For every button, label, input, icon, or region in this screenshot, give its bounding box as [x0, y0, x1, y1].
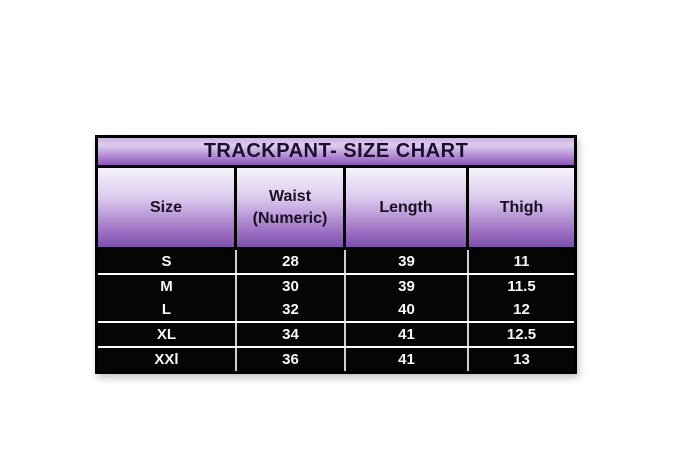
table-header-row: Size Waist (Numeric) Length Thigh: [98, 168, 574, 250]
cell-thigh: 12: [469, 298, 574, 321]
table-row-m: M 30 39 11.5: [98, 275, 574, 298]
cell-waist: 30: [237, 275, 346, 298]
cell-length: 39: [346, 250, 469, 273]
cell-size: XL: [98, 323, 237, 346]
cell-size: M: [98, 275, 237, 298]
cell-thigh: 13: [469, 348, 574, 371]
table-body: S 28 39 11 M 30 39 11.5 L 32 40 12 XL 34…: [98, 250, 574, 371]
cell-length: 41: [346, 323, 469, 346]
cell-length: 39: [346, 275, 469, 298]
column-header-thigh: Thigh: [469, 168, 574, 247]
cell-size: XXl: [98, 348, 237, 371]
cell-size: L: [98, 298, 237, 321]
table-row-l: L 32 40 12: [98, 298, 574, 323]
cell-waist: 34: [237, 323, 346, 346]
size-chart-table: TRACKPANT- SIZE CHART Size Waist (Numeri…: [95, 135, 577, 374]
column-header-waist: Waist (Numeric): [237, 168, 346, 247]
table-row-xxl: XXl 36 41 13: [98, 348, 574, 371]
cell-waist: 28: [237, 250, 346, 273]
table-row-s: S 28 39 11: [98, 250, 574, 275]
cell-waist: 36: [237, 348, 346, 371]
cell-size: S: [98, 250, 237, 273]
cell-thigh: 11: [469, 250, 574, 273]
table-title: TRACKPANT- SIZE CHART: [98, 138, 574, 168]
column-header-size: Size: [98, 168, 237, 247]
cell-waist: 32: [237, 298, 346, 321]
cell-length: 40: [346, 298, 469, 321]
cell-length: 41: [346, 348, 469, 371]
table-row-xl: XL 34 41 12.5: [98, 323, 574, 348]
cell-thigh: 11.5: [469, 275, 574, 298]
column-header-length: Length: [346, 168, 469, 247]
cell-thigh: 12.5: [469, 323, 574, 346]
